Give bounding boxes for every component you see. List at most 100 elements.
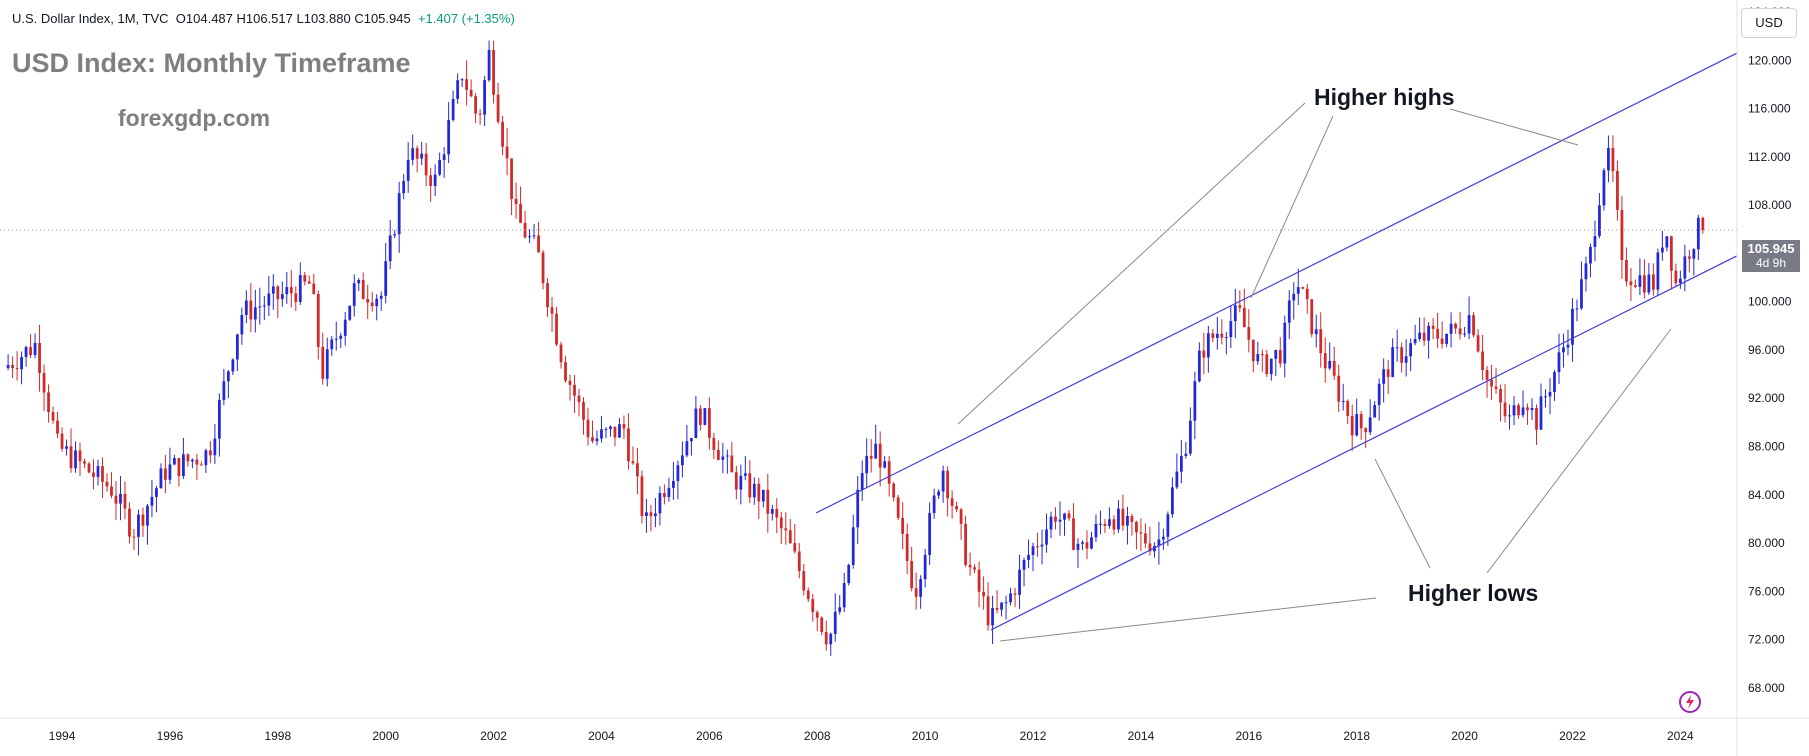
candle — [1355, 398, 1359, 437]
candle — [352, 274, 356, 317]
candle — [739, 464, 743, 505]
candle — [1638, 258, 1642, 296]
candle — [406, 142, 410, 193]
candle — [1121, 494, 1125, 531]
candle — [1090, 531, 1093, 550]
candle — [267, 276, 271, 317]
candle — [280, 281, 284, 307]
candle — [496, 82, 500, 124]
candle — [1081, 540, 1084, 550]
candle — [1341, 383, 1345, 411]
candle — [137, 509, 140, 556]
y-tick-label: 100.000 — [1748, 295, 1792, 309]
candle — [1427, 322, 1431, 359]
candle — [1368, 399, 1372, 436]
candle — [465, 60, 469, 106]
candle — [1683, 244, 1687, 292]
candle — [1166, 511, 1170, 546]
candle — [1409, 338, 1413, 372]
symbol-legend[interactable]: U.S. Dollar Index, 1M, TVC O104.487 H106… — [12, 11, 515, 26]
candle — [757, 477, 761, 520]
candle — [231, 358, 235, 376]
candle — [1499, 384, 1502, 422]
candle — [244, 290, 248, 324]
y-tick-label: 116.000 — [1748, 102, 1791, 116]
candle — [514, 182, 518, 219]
x-tick-label: 2002 — [480, 729, 507, 743]
candle — [186, 453, 190, 467]
candle — [1000, 602, 1003, 617]
candle — [1211, 328, 1215, 343]
candle — [1323, 337, 1327, 383]
candle — [1481, 334, 1484, 381]
annotation-pointer-line — [957, 102, 1306, 425]
candle — [1135, 520, 1138, 550]
candle — [1022, 557, 1026, 587]
candle — [775, 498, 779, 534]
candle — [815, 610, 819, 631]
candle — [928, 502, 932, 565]
candle — [649, 504, 653, 532]
y-tick-label: 120.000 — [1748, 53, 1792, 67]
candle — [743, 456, 747, 481]
candle — [1314, 314, 1318, 348]
candle — [411, 134, 415, 166]
candle — [1669, 235, 1673, 290]
candle — [1643, 259, 1646, 299]
candle — [1503, 384, 1507, 423]
x-tick-label: 2024 — [1667, 729, 1694, 743]
candle — [474, 93, 478, 123]
candle — [820, 616, 824, 636]
candle — [168, 447, 172, 485]
candle — [33, 333, 37, 359]
candle — [1598, 193, 1601, 239]
candle — [1553, 370, 1556, 401]
candle — [1085, 530, 1089, 560]
y-tick-label: 68.000 — [1748, 681, 1785, 695]
candle — [1072, 503, 1075, 551]
candle — [65, 439, 68, 456]
candle — [1004, 595, 1008, 620]
candle — [627, 413, 630, 470]
candle — [123, 481, 127, 520]
candle — [1269, 358, 1273, 381]
candle — [1328, 342, 1332, 371]
lower-channel-line[interactable] — [990, 255, 1738, 631]
currency-button[interactable]: USD — [1741, 8, 1797, 38]
candle — [1463, 326, 1466, 338]
higher-lows-label: Higher lows — [1408, 580, 1539, 606]
candle — [505, 128, 509, 176]
candle — [74, 441, 77, 473]
candle — [276, 284, 280, 318]
candle — [1404, 339, 1408, 377]
candle — [748, 460, 752, 504]
candle — [29, 334, 32, 359]
candle — [119, 475, 122, 521]
candle — [1593, 220, 1597, 262]
candle — [78, 442, 82, 477]
candle — [532, 223, 536, 240]
candle — [932, 488, 936, 519]
candle — [478, 108, 482, 125]
candle — [1157, 521, 1161, 565]
candle — [1108, 507, 1111, 529]
candle — [1687, 249, 1691, 273]
candle — [1678, 270, 1682, 289]
candle — [901, 502, 905, 550]
candle — [752, 477, 756, 505]
upper-channel-line[interactable] — [815, 52, 1738, 514]
candle — [595, 430, 599, 446]
candle — [303, 271, 307, 286]
candle — [1544, 389, 1547, 408]
candle — [1530, 398, 1534, 421]
candle — [1391, 338, 1395, 378]
annotation-pointer-line — [999, 597, 1377, 642]
tradingview-bolt-icon[interactable] — [1678, 690, 1702, 714]
candle — [339, 332, 343, 349]
candle — [15, 351, 19, 381]
candle — [110, 472, 113, 499]
candle — [1566, 329, 1570, 356]
candle — [1274, 349, 1278, 376]
candle — [1571, 298, 1574, 362]
